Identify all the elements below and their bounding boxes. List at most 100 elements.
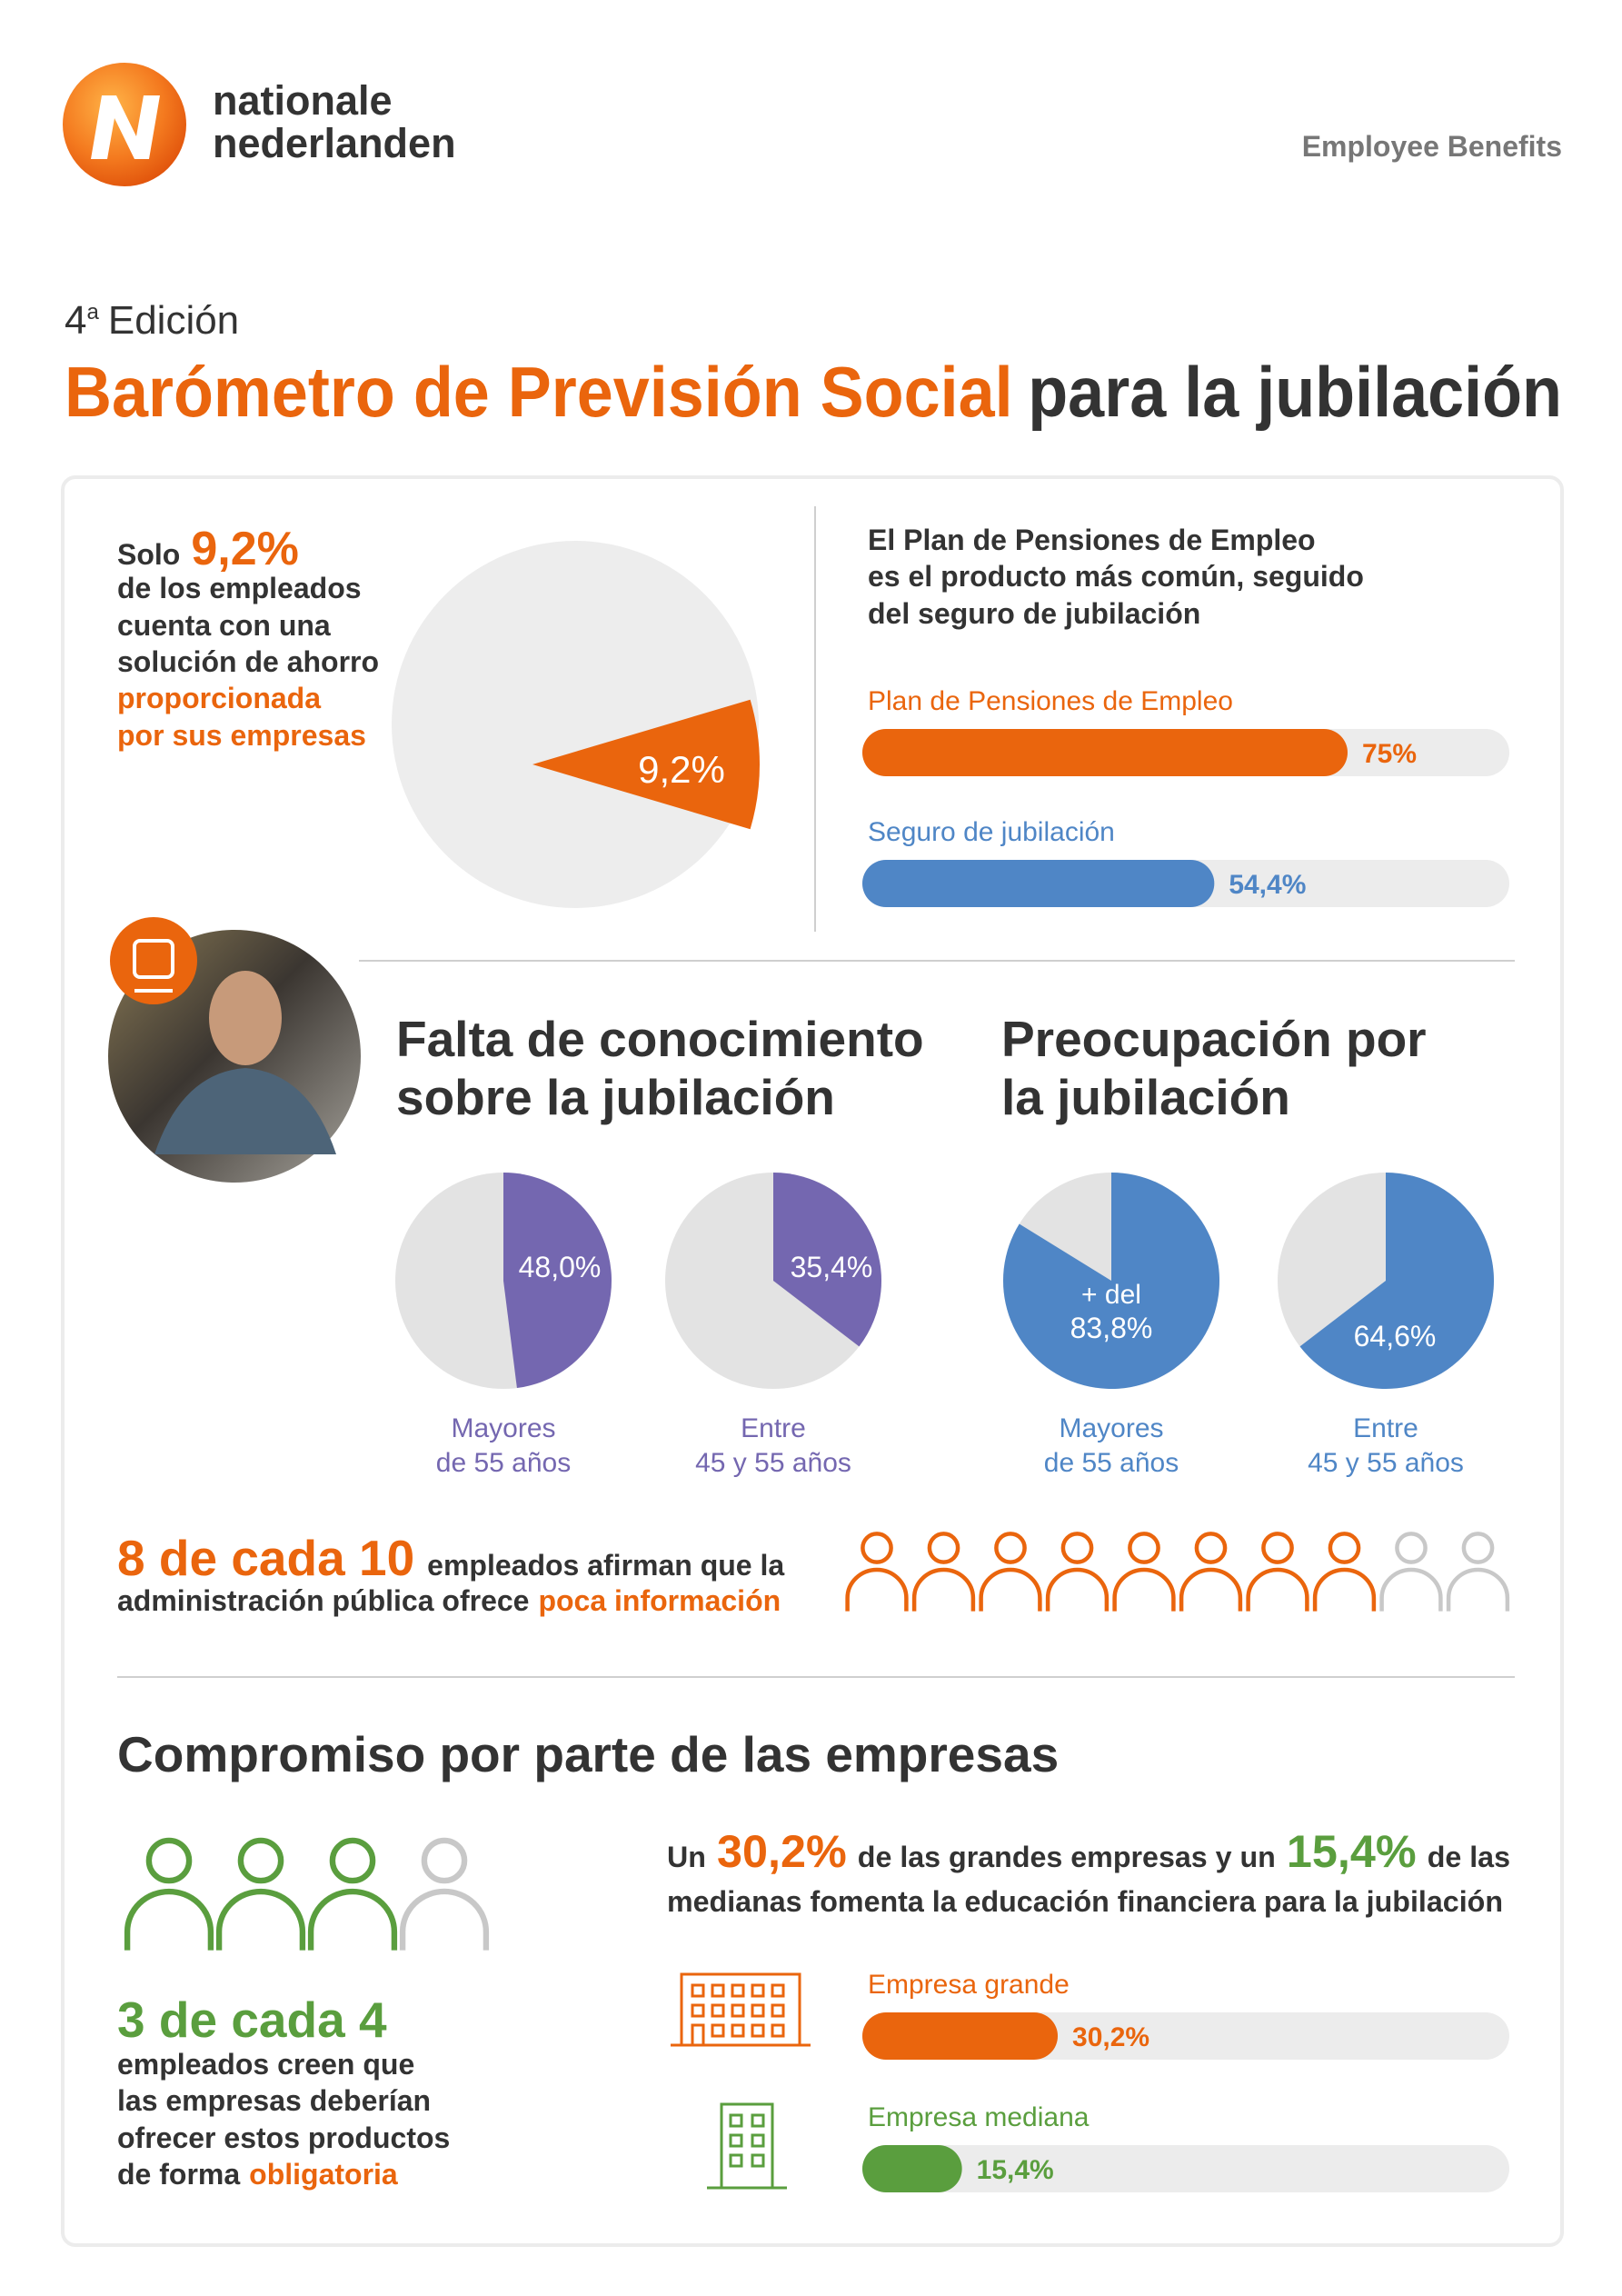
edition: 4a Edición (65, 298, 239, 343)
bar (862, 2012, 1059, 2060)
commitment-highlight: obligatoria (249, 2158, 398, 2191)
edition-suffix: a (86, 300, 99, 324)
person-icon (1179, 1532, 1243, 1612)
statement: Un 30,2% de las grandes empresas y un 15,4%… (667, 1826, 1510, 1877)
products-headline: es el producto más común, seguido (868, 560, 1364, 593)
person-head (329, 1837, 376, 1884)
person-icon (1112, 1532, 1176, 1612)
person-head (1328, 1532, 1361, 1564)
building-icon (707, 2102, 787, 2190)
brand: nederlanden (213, 120, 456, 166)
information-text: administración pública ofrece (117, 1584, 529, 1617)
bar-value: 30,2% (1072, 2022, 1149, 2052)
bar-name: Empresa grande (868, 1970, 1070, 2000)
pie-label: 83,8% (1070, 1312, 1153, 1344)
brand: nationale (213, 77, 393, 124)
commitment-text: de forma obligatoria (117, 2158, 398, 2191)
commitment-figure: 3 de cada 4 (117, 1992, 387, 2048)
person-icon (911, 1532, 976, 1612)
pie-slice (532, 699, 760, 830)
photo-figure (209, 971, 282, 1065)
pie-category: 45 y 55 años (695, 1448, 851, 1478)
savings-highlight: por sus empresas (117, 719, 366, 752)
statement-text: de las grandes empresas y un (858, 1841, 1276, 1873)
person-icon (399, 1837, 490, 1951)
person-body (307, 1888, 398, 1951)
section-title: la jubilación (1001, 1069, 1290, 1125)
person-body (124, 1888, 214, 1951)
pie-category: Entre (1353, 1413, 1418, 1443)
pie-label-prefix: + del (1081, 1280, 1141, 1310)
person-head (1128, 1532, 1160, 1564)
person-body (1312, 1567, 1377, 1612)
pie-category: Entre (741, 1413, 806, 1443)
edition-word: Edición (108, 298, 239, 343)
person-body (215, 1888, 306, 1951)
bar (862, 729, 1348, 776)
person-icon (1312, 1532, 1377, 1612)
person-body (1179, 1567, 1243, 1612)
pie-category: Mayores (451, 1413, 555, 1443)
statement-figure: 30,2% (717, 1826, 847, 1877)
person-icon (1246, 1532, 1309, 1612)
pie-slice (773, 1173, 882, 1347)
person-icon (1045, 1532, 1110, 1612)
person-head (1194, 1532, 1228, 1564)
person-icon (124, 1837, 214, 1951)
information-text: empleados afirman que la (427, 1549, 784, 1582)
commitment-text: ofrecer estos productos (117, 2121, 450, 2154)
information-line: administración pública ofrece poca inform… (117, 1584, 781, 1617)
person-body (1246, 1567, 1309, 1612)
pie-label: 48,0% (519, 1251, 602, 1283)
person-icon (215, 1837, 306, 1951)
person-head (861, 1532, 893, 1564)
commitment-text: empleados creen que (117, 2048, 414, 2081)
commitment-text: de forma (117, 2158, 240, 2191)
pie-slice (1003, 1173, 1220, 1389)
lead-word: Solo (117, 538, 180, 571)
bar-value: 75% (1362, 739, 1417, 769)
building-icon (671, 1972, 811, 2047)
pie-label: 9,2% (638, 748, 725, 791)
information-highlight: poca información (538, 1584, 781, 1617)
person-icon (845, 1532, 909, 1612)
commitment-text: las empresas deberían (117, 2084, 431, 2117)
title-highlight: Barómetro de Previsión Social (65, 352, 1013, 432)
person-icon (1446, 1532, 1510, 1612)
bar-name: Empresa mediana (868, 2102, 1090, 2132)
information-line: 8 de cada 10 empleados afirman que la (117, 1530, 784, 1586)
person-icon (307, 1837, 398, 1951)
person-head (237, 1837, 284, 1884)
bar-value: 15,4% (977, 2155, 1054, 2185)
pie-slice (503, 1173, 612, 1389)
section-title: Compromiso por parte de las empresas (117, 1726, 1059, 1782)
pie-background (392, 541, 759, 908)
tagline: Employee Benefits (1302, 130, 1562, 163)
person-head (1261, 1532, 1294, 1564)
products-headline: del seguro de jubilación (868, 597, 1200, 630)
person-head (927, 1532, 960, 1564)
person-icon (1379, 1532, 1443, 1612)
person-body (1379, 1567, 1443, 1612)
person-body (1045, 1567, 1110, 1612)
bar-name: Seguro de jubilación (868, 817, 1115, 847)
edition-number: 4 (65, 298, 86, 343)
pie-label: 35,4% (791, 1251, 873, 1283)
person-head (994, 1532, 1027, 1564)
bar (862, 860, 1215, 907)
photo-figure (154, 1068, 336, 1154)
pie-category: de 55 años (436, 1448, 571, 1478)
savings-text: cuenta con una (117, 609, 331, 642)
person-body (845, 1567, 909, 1612)
savings-text: solución de ahorro (117, 645, 379, 678)
statement-text: medianas fomenta la educación financiera… (667, 1885, 1503, 1918)
person-body (1446, 1567, 1510, 1612)
section-title: Falta de conocimiento (396, 1011, 924, 1067)
bar-track (862, 2145, 1509, 2192)
logo-mark (91, 95, 160, 159)
person-head (1395, 1532, 1428, 1564)
savings-text: de los empleados (117, 572, 362, 604)
person-icon (979, 1532, 1042, 1612)
